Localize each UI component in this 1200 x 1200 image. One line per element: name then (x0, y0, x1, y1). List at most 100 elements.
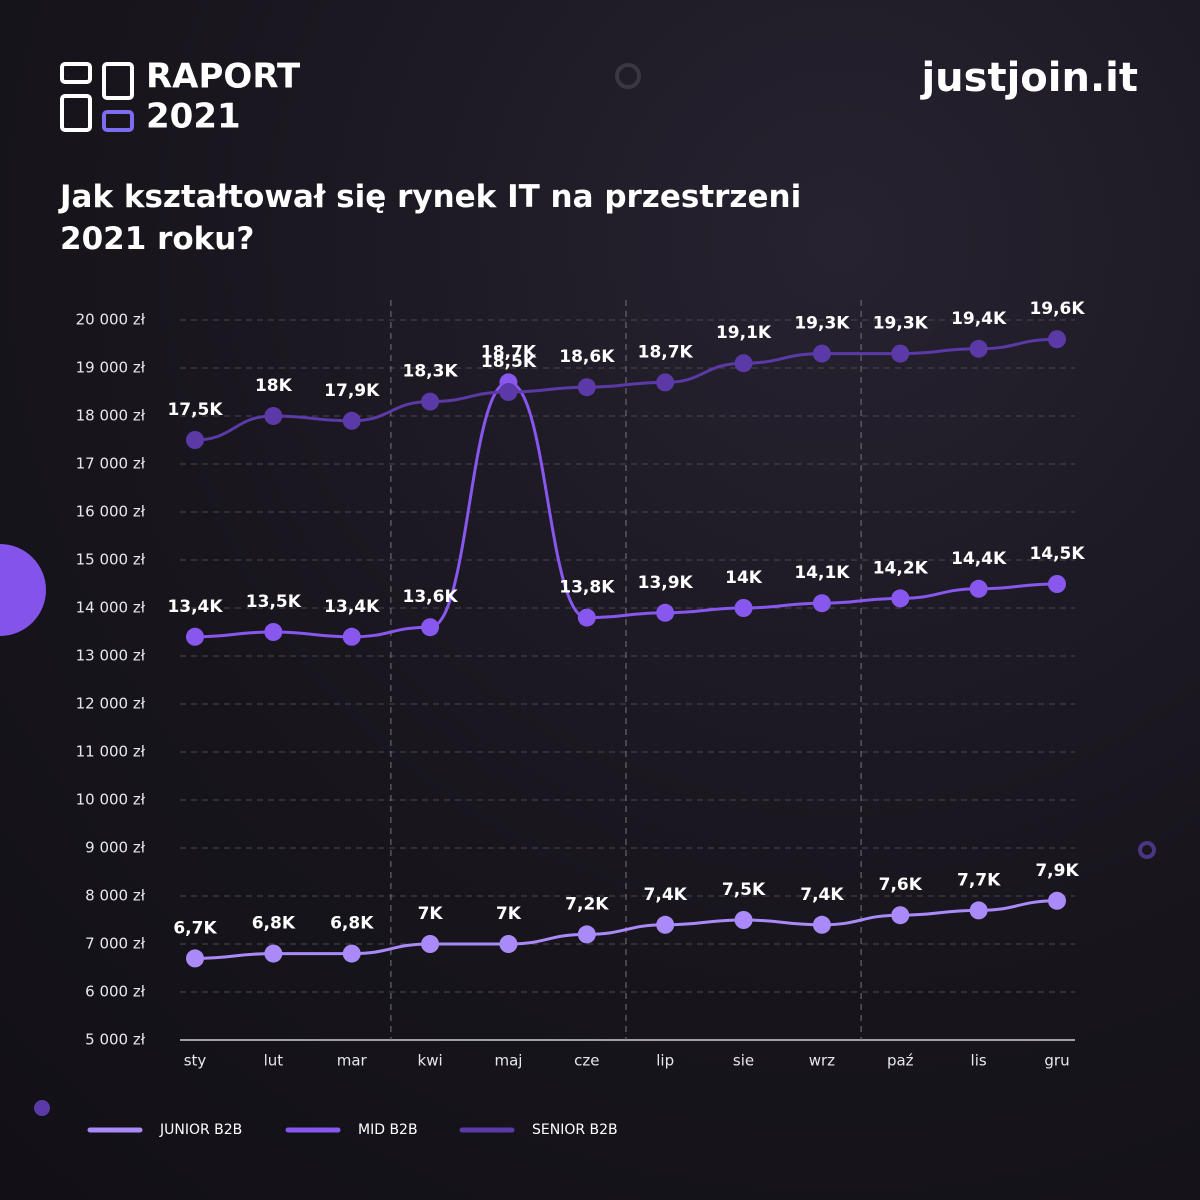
data-point (577, 925, 596, 944)
value-label: 14K (725, 568, 763, 588)
data-point (421, 935, 440, 953)
value-label: 7,2K (565, 894, 609, 914)
value-label: 6,8K (330, 914, 374, 934)
data-point (1048, 575, 1066, 593)
data-point (734, 911, 753, 929)
y-tick-label: 10 000 zł (76, 791, 146, 809)
data-point (264, 407, 283, 425)
value-label: 13,4K (167, 597, 223, 617)
y-tick-label: 12 000 zł (76, 695, 146, 713)
value-label: 18,5K (481, 352, 537, 372)
value-label: 19,1K (716, 323, 772, 343)
value-label: 7K (418, 904, 444, 924)
value-label: 19,4K (951, 309, 1007, 329)
data-point (499, 935, 518, 953)
x-tick-label: kwi (418, 1052, 443, 1070)
data-point (969, 579, 988, 598)
decor (615, 63, 641, 89)
x-tick-label: cze (574, 1052, 599, 1070)
value-label: 19,3K (873, 314, 929, 334)
data-point (1048, 891, 1066, 910)
y-tick-label: 7 000 zł (85, 935, 146, 953)
data-point (891, 344, 910, 363)
data-point (812, 915, 831, 934)
data-point (186, 949, 204, 968)
chart-title: Jak kształtował się rynek IT na przestrz… (60, 179, 802, 257)
y-tick-label: 17 000 zł (76, 455, 146, 473)
data-point (891, 589, 910, 608)
x-tick-label: lis (971, 1052, 987, 1070)
y-tick-label: 20 000 zł (76, 311, 146, 329)
series-line (194, 337, 1058, 442)
value-label: 13,9K (638, 573, 694, 593)
value-label: 18K (255, 376, 293, 396)
value-label: 7,7K (957, 870, 1001, 890)
data-point (656, 373, 675, 392)
y-tick-label: 14 000 zł (76, 599, 146, 617)
data-point (421, 392, 440, 411)
value-label: 17,5K (167, 400, 223, 420)
y-tick-label: 11 000 zł (76, 743, 146, 761)
decor (34, 1100, 50, 1116)
value-label: 18,7K (638, 342, 694, 362)
x-tick-label: sty (184, 1052, 207, 1070)
data-point (656, 603, 675, 622)
value-label: 7,4K (644, 885, 688, 905)
data-point (264, 623, 283, 641)
legend-label: SENIOR B2B (532, 1122, 618, 1138)
y-tick-label: 16 000 zł (76, 503, 146, 521)
data-point (969, 901, 988, 920)
decor (1138, 841, 1156, 859)
data-point (812, 344, 831, 363)
y-tick-label: 13 000 zł (76, 647, 146, 665)
value-label: 7,4K (800, 885, 844, 905)
value-label: 6,7K (173, 918, 217, 938)
value-label: 13,6K (403, 587, 459, 607)
data-point (577, 608, 596, 627)
x-tick-label: paź (887, 1052, 914, 1070)
x-tick-label: mar (337, 1052, 368, 1070)
value-label: 13,8K (559, 578, 615, 598)
data-point (891, 906, 910, 925)
data-point (499, 383, 518, 401)
x-tick-label: lip (656, 1052, 674, 1070)
data-point (734, 599, 753, 617)
value-label: 18,7K (481, 342, 537, 362)
data-point (656, 915, 675, 934)
plot: 5 000 zł 6 000 zł 7 000 zł 8 000 zł 9 000 zł… (76, 299, 1086, 1138)
report-label: RAPORT (146, 57, 301, 97)
value-label: 17,9K (324, 381, 380, 401)
data-point (186, 431, 204, 449)
y-tick-label: 8 000 zł (85, 887, 146, 905)
x-tick-label: gru (1044, 1052, 1069, 1070)
value-label: 7K (496, 904, 522, 924)
data-point (342, 411, 361, 430)
value-label: 18,3K (403, 362, 459, 382)
value-label: 7,6K (879, 875, 923, 895)
value-label: 14,5K (1029, 544, 1085, 564)
data-point (577, 378, 596, 397)
y-tick-label: 15 000 zł (76, 551, 146, 569)
data-point (734, 354, 753, 373)
value-label: 18,6K (559, 347, 615, 367)
x-tick-label: maj (494, 1052, 522, 1070)
data-point (342, 627, 361, 646)
value-label: 14,1K (794, 563, 850, 583)
value-label: 19,6K (1029, 299, 1085, 319)
site-logo: justjoin.it (919, 55, 1138, 101)
x-tick-label: lut (264, 1052, 284, 1070)
data-point (1048, 330, 1066, 349)
y-tick-label: 9 000 zł (85, 839, 146, 857)
data-point (186, 627, 204, 646)
logo (60, 62, 134, 132)
value-label: 7,9K (1035, 861, 1079, 881)
y-tick-label: 19 000 zł (76, 359, 146, 377)
legend-label: JUNIOR B2B (159, 1122, 242, 1138)
y-tick-label: 5 000 zł (85, 1031, 146, 1049)
value-label: 19,3K (794, 314, 850, 334)
data-point (969, 339, 988, 358)
value-label: 6,8K (252, 914, 296, 934)
value-label: 7,5K (722, 880, 766, 900)
